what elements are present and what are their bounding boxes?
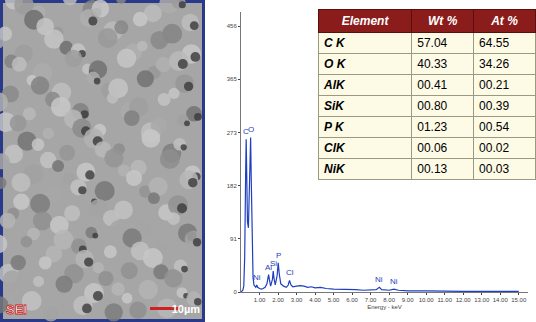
svg-text:Cl: Cl [286, 268, 294, 277]
html-text:ClK: ClK [324, 141, 345, 155]
svg-text:182: 182 [227, 183, 238, 189]
svg-text:15.00: 15.00 [511, 297, 527, 303]
svg-text:2.00: 2.00 [272, 297, 284, 303]
html-text:At %: At % [491, 14, 518, 28]
svg-text:8.00: 8.00 [383, 297, 395, 303]
svg-text:Ni: Ni [253, 273, 261, 282]
svg-text:365: 365 [227, 76, 238, 82]
svg-text:13.00: 13.00 [474, 297, 490, 303]
svg-text:456: 456 [227, 23, 238, 29]
svg-text:12.00: 12.00 [456, 297, 472, 303]
html-text:00.13: 00.13 [417, 162, 448, 176]
html-text:00.80: 00.80 [417, 99, 448, 113]
svg-text:Ni: Ni [390, 277, 398, 286]
svg-text:Ni: Ni [375, 275, 383, 284]
svg-text:6.00: 6.00 [346, 297, 358, 303]
svg-text:273: 273 [227, 130, 238, 136]
html-text:00.02: 00.02 [479, 141, 510, 155]
svg-text:C: C [243, 127, 249, 136]
svg-text:9.00: 9.00 [402, 297, 414, 303]
svg-text:14.00: 14.00 [493, 297, 509, 303]
svg-text:Si: Si [270, 259, 277, 268]
svg-text:10.00: 10.00 [419, 297, 435, 303]
html-text:SiK: SiK [324, 99, 344, 113]
html-text:NiK: NiK [324, 162, 345, 176]
html-text:00.21: 00.21 [479, 78, 510, 92]
svg-text:5.00: 5.00 [328, 297, 340, 303]
svg-text:O: O [248, 125, 254, 134]
html-text:40.33: 40.33 [417, 57, 448, 71]
html-text:00.03: 00.03 [479, 162, 510, 176]
html-text:Wt %: Wt % [428, 14, 458, 28]
html-text:00.39: 00.39 [479, 99, 510, 113]
svg-text:Al: Al [265, 263, 272, 272]
svg-text:7.00: 7.00 [365, 297, 377, 303]
svg-text:11.00: 11.00 [437, 297, 452, 303]
html-text:00.06: 00.06 [417, 141, 448, 155]
svg-text:10µm: 10µm [172, 303, 201, 315]
svg-text:91: 91 [230, 236, 237, 242]
svg-text:3.00: 3.00 [291, 297, 303, 303]
svg-text:P: P [276, 251, 281, 260]
svg-text:0: 0 [233, 289, 237, 295]
html-text:34.26: 34.26 [479, 57, 510, 71]
svg-text:Energy - keV: Energy - keV [367, 304, 402, 310]
svg-text:4.00: 4.00 [309, 297, 321, 303]
html-text:P K: P K [324, 120, 344, 134]
html-text:57.04: 57.04 [417, 36, 448, 50]
html-text:C K: C K [324, 36, 345, 50]
html-text:Element: Element [341, 14, 389, 28]
svg-text:1.00: 1.00 [254, 297, 266, 303]
html-text:00.41: 00.41 [417, 78, 448, 92]
html-text:00.54: 00.54 [479, 120, 510, 134]
html-text:64.55: 64.55 [479, 36, 510, 50]
html-text:01.23: 01.23 [417, 120, 448, 134]
html-text:AlK: AlK [324, 78, 345, 92]
svg-text:SEI: SEI [6, 302, 27, 317]
html-text:O K: O K [324, 57, 346, 71]
